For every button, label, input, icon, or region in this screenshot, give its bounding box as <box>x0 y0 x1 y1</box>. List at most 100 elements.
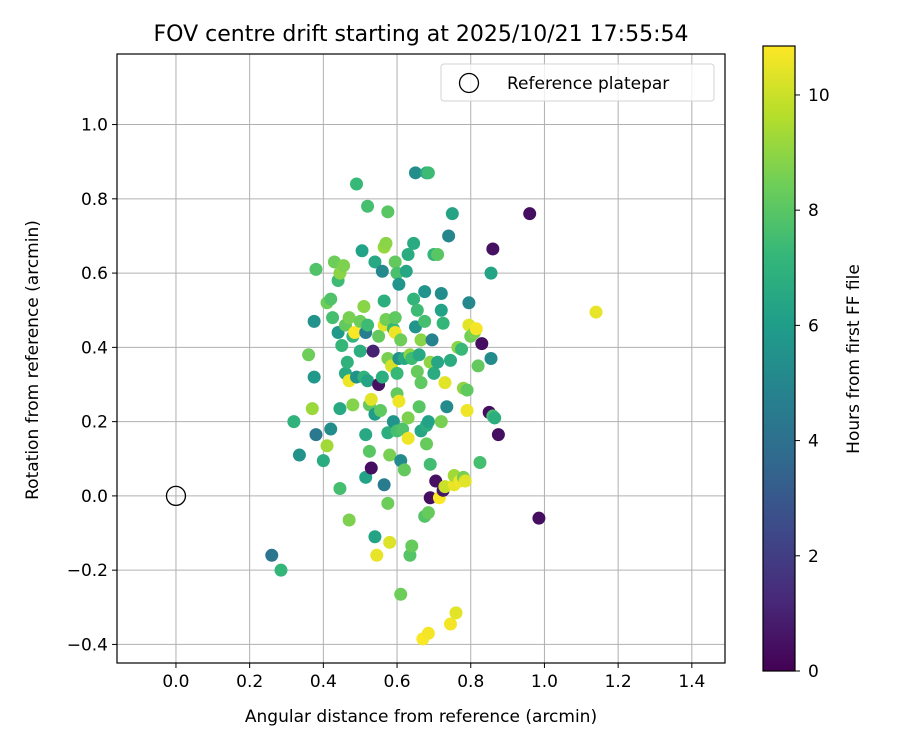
data-point <box>305 402 319 416</box>
data-point <box>326 311 340 325</box>
data-point <box>340 355 354 369</box>
data-point <box>420 437 434 451</box>
legend: Reference platepar <box>440 63 715 102</box>
data-point <box>445 207 459 221</box>
data-point <box>388 255 402 269</box>
data-point <box>309 428 323 442</box>
data-point <box>486 242 500 256</box>
data-point <box>368 255 382 269</box>
data-point <box>333 402 347 416</box>
data-point <box>383 448 397 462</box>
data-point <box>307 370 321 384</box>
colorbar-gradient <box>762 45 796 672</box>
data-point <box>408 166 422 180</box>
y-tick-label: −0.4 <box>67 635 108 655</box>
data-point <box>394 587 408 601</box>
data-point <box>425 333 439 347</box>
x-tick-label: 0.2 <box>236 672 263 692</box>
data-point <box>361 318 375 332</box>
legend-box <box>440 63 715 102</box>
data-point <box>414 333 428 347</box>
data-point <box>307 314 321 328</box>
scatter-points <box>265 166 603 646</box>
x-tick-label: 1.4 <box>678 672 705 692</box>
data-point <box>316 454 330 468</box>
data-point <box>381 205 395 219</box>
data-point <box>443 617 457 631</box>
data-point <box>368 530 382 544</box>
data-point <box>287 415 301 429</box>
data-point <box>346 398 360 412</box>
data-point <box>362 444 376 458</box>
data-point <box>491 428 505 442</box>
colorbar-tick-label: 10 <box>808 86 830 106</box>
data-point <box>309 262 323 276</box>
data-point <box>421 415 435 429</box>
data-point <box>410 303 424 317</box>
data-point <box>407 292 421 306</box>
data-point <box>473 455 487 469</box>
data-point <box>355 244 369 258</box>
data-point <box>361 374 375 388</box>
data-point <box>302 348 316 362</box>
data-point <box>364 392 378 406</box>
data-point <box>333 481 347 495</box>
data-point <box>399 264 413 278</box>
x-axis-label: Angular distance from reference (arcmin) <box>245 707 597 727</box>
data-point <box>401 248 415 262</box>
y-tick-label: −0.2 <box>67 561 108 581</box>
data-point <box>335 339 349 353</box>
data-point <box>372 329 386 343</box>
data-point <box>431 355 445 369</box>
data-point <box>410 364 424 378</box>
data-point <box>418 285 432 299</box>
data-point <box>423 457 437 471</box>
data-point <box>265 548 279 562</box>
colorbar-label: Hours from first FF file <box>844 264 864 454</box>
data-point <box>455 342 469 356</box>
data-point <box>401 411 415 425</box>
data-point <box>407 236 421 250</box>
data-point <box>342 513 356 527</box>
data-point <box>460 403 474 417</box>
y-axis-label: Rotation from reference (arcmin) <box>23 220 43 500</box>
data-point <box>357 300 371 314</box>
data-point <box>377 478 391 492</box>
x-tick-label: 1.0 <box>531 672 558 692</box>
data-point <box>421 506 435 520</box>
data-point <box>361 199 375 213</box>
reference-platepar-marker <box>165 485 187 507</box>
data-point <box>348 326 362 340</box>
data-point <box>353 344 367 358</box>
data-point <box>449 606 463 620</box>
data-point <box>471 359 485 373</box>
colorbar-tick-label: 2 <box>808 547 819 567</box>
data-point <box>320 439 334 453</box>
data-point <box>436 316 450 330</box>
data-point <box>434 287 448 301</box>
grid <box>117 54 725 663</box>
data-point <box>405 539 419 553</box>
data-point <box>434 415 448 429</box>
data-point <box>469 322 483 336</box>
x-tick-label: 1.2 <box>605 672 632 692</box>
data-point <box>274 563 288 577</box>
data-point <box>460 383 474 397</box>
data-point <box>394 333 408 347</box>
x-tick-label: 0.6 <box>384 672 411 692</box>
data-point <box>397 463 411 477</box>
data-point <box>373 403 387 417</box>
data-point <box>421 166 435 180</box>
data-point <box>292 448 306 462</box>
data-point <box>375 264 389 278</box>
y-tick-label: 0.8 <box>81 190 108 210</box>
data-point <box>324 422 338 436</box>
data-point <box>412 400 426 414</box>
data-point <box>458 474 472 488</box>
data-point <box>434 303 448 317</box>
y-tick-label: 0.0 <box>81 487 108 507</box>
y-tick-label: 1.0 <box>81 116 108 136</box>
x-axis-ticks: 0.0 0.2 0.4 0.6 0.8 1.0 1.2 1.4 <box>162 663 705 692</box>
data-point <box>370 548 384 562</box>
